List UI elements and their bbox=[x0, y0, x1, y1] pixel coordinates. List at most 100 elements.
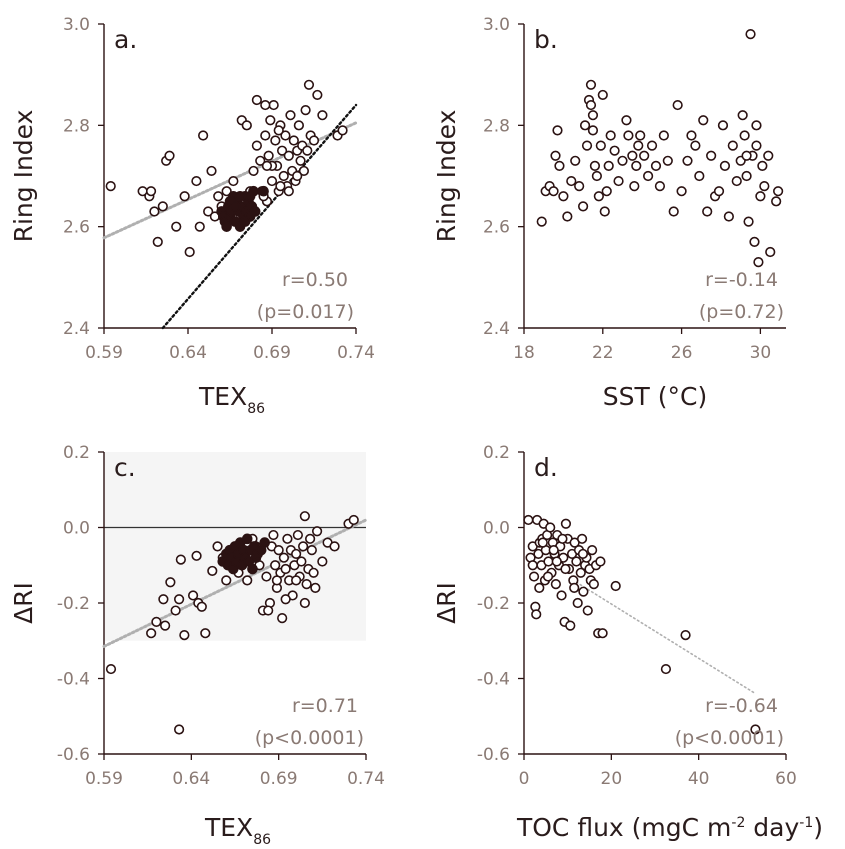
stat-r: r=0.50 bbox=[282, 269, 348, 291]
data-point-open bbox=[597, 89, 608, 101]
data-point-open bbox=[194, 221, 205, 232]
y-tick-label: 0.2 bbox=[63, 443, 90, 463]
x-tick-label: 40 bbox=[688, 769, 710, 789]
x-tick-label: 0.59 bbox=[85, 343, 123, 363]
data-point-open bbox=[587, 110, 599, 121]
data-point-open bbox=[560, 518, 572, 529]
data-point-open bbox=[283, 150, 294, 161]
data-point-open bbox=[303, 79, 315, 90]
data-point-open bbox=[534, 582, 545, 594]
data-point-open bbox=[597, 628, 608, 639]
data-point-open bbox=[706, 150, 717, 161]
data-point-open bbox=[317, 110, 328, 121]
data-point-open bbox=[571, 556, 582, 567]
data-point-open bbox=[558, 191, 569, 202]
data-point-open bbox=[682, 155, 693, 166]
data-point-open bbox=[551, 556, 562, 567]
x-tick-label: 26 bbox=[671, 343, 693, 363]
data-point-open bbox=[723, 211, 734, 222]
data-point-open bbox=[750, 724, 761, 735]
data-point-open bbox=[200, 628, 211, 639]
data-point-open bbox=[617, 155, 628, 166]
y-tick-label: 0.0 bbox=[483, 519, 510, 539]
data-point-open bbox=[105, 181, 116, 192]
data-point-open bbox=[698, 115, 709, 126]
data-point-open bbox=[753, 257, 764, 268]
data-point-open bbox=[146, 628, 157, 639]
y-axis-label: ΔRI bbox=[432, 582, 461, 624]
data-point-open bbox=[295, 155, 306, 166]
data-point-open bbox=[151, 616, 162, 627]
y-tick-label: 3.0 bbox=[63, 15, 90, 35]
data-point-open bbox=[536, 216, 547, 227]
data-point-open bbox=[593, 191, 604, 202]
data-point-open bbox=[248, 165, 259, 177]
y-axis-label: Ring Index bbox=[9, 110, 38, 243]
data-point-open bbox=[639, 150, 650, 161]
data-point-open bbox=[537, 537, 548, 548]
data-point-open bbox=[542, 571, 554, 582]
data-point-open bbox=[560, 563, 571, 575]
data-point-open bbox=[228, 175, 239, 187]
data-point-open bbox=[751, 120, 762, 131]
data-point-open bbox=[577, 201, 589, 212]
data-point-open bbox=[270, 560, 281, 571]
x-axis-label-part: day bbox=[745, 813, 799, 842]
data-point-open bbox=[613, 175, 624, 187]
data-point-open bbox=[242, 575, 253, 586]
data-point-open bbox=[581, 140, 593, 151]
data-point-open bbox=[273, 125, 284, 136]
x-tick-label: 0.74 bbox=[337, 343, 375, 363]
data-point-filled bbox=[239, 216, 251, 227]
data-point-open bbox=[727, 140, 738, 151]
stat-r: r=-0.64 bbox=[705, 695, 778, 717]
data-point-open bbox=[298, 541, 309, 552]
data-point-open bbox=[306, 545, 317, 556]
data-point-open bbox=[694, 170, 705, 182]
data-point-filled bbox=[234, 190, 246, 202]
x-axis-label: TOC flux (mgC m-2 day-1) bbox=[516, 813, 823, 842]
y-tick-label: 2.4 bbox=[63, 319, 90, 339]
data-point-open bbox=[629, 181, 640, 192]
stat-p: (p<0.0001) bbox=[255, 727, 364, 749]
data-point-open bbox=[291, 548, 302, 560]
data-point-open bbox=[329, 541, 340, 552]
data-point-open bbox=[771, 196, 782, 207]
data-point-open bbox=[301, 579, 312, 590]
x-axis-label: TEX86 bbox=[204, 813, 271, 848]
data-point-open bbox=[650, 160, 662, 171]
data-point-open bbox=[308, 135, 320, 146]
data-point-open bbox=[196, 601, 207, 612]
data-point-open bbox=[207, 565, 218, 577]
data-point-open bbox=[105, 663, 117, 675]
data-point-open bbox=[690, 140, 701, 151]
data-point-open bbox=[591, 170, 602, 182]
data-point-open bbox=[662, 155, 673, 166]
data-point-open bbox=[278, 170, 289, 182]
data-point-open bbox=[174, 594, 185, 605]
data-point-open bbox=[751, 140, 762, 151]
x-axis-label-part: TEX bbox=[204, 813, 253, 842]
data-point-open bbox=[260, 130, 271, 141]
data-point-filled bbox=[258, 185, 269, 197]
data-point-open bbox=[280, 594, 291, 605]
data-point-open bbox=[603, 160, 614, 171]
y-tick-label: -0.6 bbox=[57, 745, 90, 765]
data-point-open bbox=[268, 99, 279, 111]
data-point-open bbox=[221, 575, 232, 586]
data-point-open bbox=[731, 175, 742, 187]
data-point-open bbox=[739, 130, 750, 141]
panel-label: c. bbox=[114, 453, 136, 482]
x-tick-label: 18 bbox=[513, 343, 535, 363]
y-tick-label: 2.4 bbox=[483, 319, 510, 339]
data-point-open bbox=[157, 201, 168, 212]
data-point-open bbox=[149, 206, 160, 217]
fit-line bbox=[575, 581, 757, 695]
x-axis-label-part: SST (°C) bbox=[603, 382, 707, 411]
data-point-open bbox=[184, 246, 195, 258]
data-point-open bbox=[261, 571, 272, 582]
data-point-open bbox=[528, 571, 540, 582]
data-point-open bbox=[765, 246, 776, 258]
data-point-open bbox=[276, 145, 288, 156]
data-point-open bbox=[588, 579, 599, 590]
